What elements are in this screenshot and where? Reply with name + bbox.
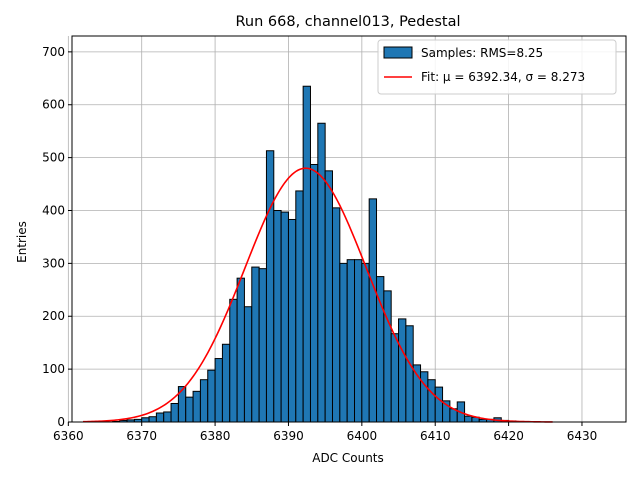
legend-box (377, 39, 617, 95)
histogram-bar (229, 298, 238, 423)
x-tick-label: 6400 (347, 429, 378, 443)
x-axis-ticks: 6360 6370 6380 6390 6400 6410 6420 6430 (53, 422, 597, 443)
histogram-bar (221, 343, 231, 423)
histogram-bar (464, 415, 473, 423)
y-tick-label: 0 (57, 415, 65, 429)
histogram-bars (111, 85, 532, 423)
histogram-bar (287, 218, 297, 423)
histogram-bar (383, 290, 392, 423)
histogram-bar (346, 259, 356, 423)
histogram-bar (405, 325, 414, 423)
histogram-bar (398, 318, 407, 423)
histogram-bar (199, 379, 209, 423)
histogram-bar (427, 379, 436, 423)
histogram-bar (309, 163, 319, 423)
histogram-bar (354, 259, 363, 423)
histogram-bar (207, 369, 216, 423)
histogram-bar (368, 198, 378, 423)
grid-lines (67, 36, 626, 423)
histogram-bar (258, 268, 267, 423)
y-tick-label: 100 (42, 362, 65, 376)
histogram-bar (331, 207, 341, 423)
fit-curve (82, 167, 553, 423)
histogram-bar (280, 211, 289, 423)
y-tick-label: 600 (42, 98, 65, 112)
histogram-bar (170, 402, 179, 423)
legend: Samples: RMS=8.25 Fit: μ = 6392.34, σ = … (377, 39, 617, 95)
histogram-bar (185, 396, 194, 423)
legend-fit-label: Fit: μ = 6392.34, σ = 8.273 (421, 70, 585, 84)
x-tick-label: 6430 (567, 429, 598, 443)
x-tick-label: 6360 (53, 429, 84, 443)
chart-title: Run 668, channel013, Pedestal (235, 14, 460, 30)
x-tick-label: 6370 (126, 429, 157, 443)
y-tick-label: 200 (42, 309, 65, 323)
histogram-bar (273, 209, 282, 423)
histogram-bar (324, 170, 333, 423)
y-tick-label: 700 (42, 45, 65, 59)
y-axis-label: Entries (15, 221, 29, 263)
histogram-bar (265, 150, 275, 423)
y-axis-ticks: 0 100 200 300 400 500 600 700 (42, 45, 72, 429)
x-tick-label: 6390 (273, 429, 304, 443)
x-tick-label: 6420 (493, 429, 524, 443)
plot-frame (71, 35, 627, 423)
histogram-bar (214, 358, 223, 423)
legend-histogram-swatch (383, 46, 413, 59)
y-tick-label: 300 (42, 256, 65, 270)
histogram-bar (251, 266, 260, 423)
x-tick-label: 6380 (200, 429, 231, 443)
histogram-bar (163, 411, 172, 423)
histogram-bar (420, 371, 429, 423)
legend-histogram-label: Samples: RMS=8.25 (421, 46, 543, 60)
histogram-bar (141, 417, 150, 423)
histogram-bar (148, 416, 157, 423)
histogram-bar (317, 122, 326, 423)
histogram-bar (192, 390, 201, 423)
histogram-bar (390, 333, 400, 423)
y-tick-label: 400 (42, 203, 65, 217)
x-tick-label: 6410 (420, 429, 451, 443)
histogram-bar (434, 386, 444, 423)
histogram-bar (243, 306, 253, 423)
histogram-bar (236, 277, 245, 423)
histogram-bar (339, 262, 348, 423)
y-tick-label: 500 (42, 151, 65, 165)
histogram-bar (155, 412, 165, 423)
x-axis-label: ADC Counts (312, 451, 384, 465)
histogram-bar (295, 190, 304, 423)
histogram-bar (302, 85, 311, 423)
histogram-bar (361, 262, 370, 423)
